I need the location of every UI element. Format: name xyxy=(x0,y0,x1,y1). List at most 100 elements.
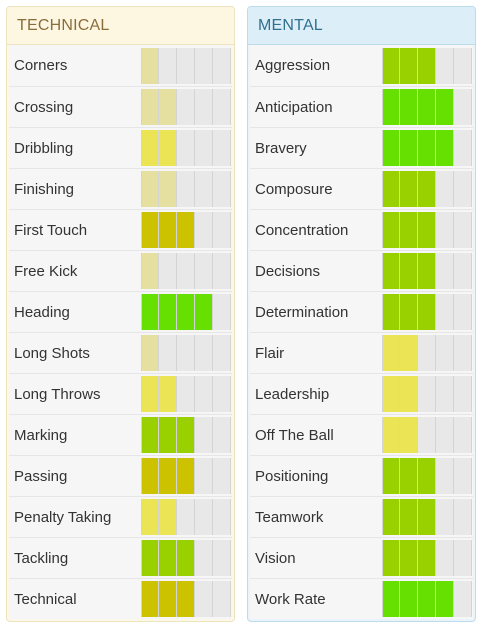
rating-segment-filled xyxy=(141,171,159,207)
mental-attribute-list: Aggression Anticipation Bravery Composure Co… xyxy=(248,45,475,619)
rating-segment-empty xyxy=(213,376,231,412)
technical-panel-title: TECHNICAL xyxy=(7,7,234,45)
attribute-rating-bar xyxy=(141,89,231,125)
attribute-rating-bar xyxy=(382,417,472,453)
rating-segment-empty xyxy=(213,294,231,330)
rating-segment-filled xyxy=(400,458,418,494)
rating-segment-filled xyxy=(141,212,159,248)
rating-segment-filled xyxy=(177,417,195,453)
attribute-name: Leadership xyxy=(255,385,330,403)
rating-segment-filled xyxy=(141,47,159,84)
attribute-rating-bar xyxy=(382,335,472,371)
rating-segment-filled xyxy=(159,417,177,453)
rating-segment-empty xyxy=(454,171,472,207)
attribute-name: Technical xyxy=(14,590,77,608)
attribute-row: Long Throws xyxy=(9,373,232,414)
attribute-name: Determination xyxy=(255,303,349,321)
rating-segment-filled xyxy=(159,581,177,617)
rating-segment-filled xyxy=(400,376,418,412)
rating-segment-filled xyxy=(382,130,400,166)
attribute-name: Long Throws xyxy=(14,385,101,403)
attribute-name: Marking xyxy=(14,426,68,444)
attribute-rating-bar xyxy=(382,212,472,248)
rating-segment-empty xyxy=(436,47,454,84)
attribute-row: Off The Ball xyxy=(250,414,473,455)
attribute-row: Finishing xyxy=(9,168,232,209)
rating-segment-empty xyxy=(177,253,195,289)
attribute-name: Flair xyxy=(255,344,285,362)
rating-segment-filled xyxy=(400,47,418,84)
rating-segment-empty xyxy=(195,47,213,84)
rating-segment-filled xyxy=(141,294,159,330)
rating-segment-filled xyxy=(159,212,177,248)
attribute-row: Dribbling xyxy=(9,127,232,168)
rating-segment-empty xyxy=(213,130,231,166)
attribute-name: Dribbling xyxy=(14,139,74,157)
rating-segment-empty xyxy=(454,253,472,289)
rating-segment-empty xyxy=(195,499,213,535)
rating-segment-empty xyxy=(195,89,213,125)
attribute-row: Concentration xyxy=(250,209,473,250)
attribute-rating-bar xyxy=(382,540,472,576)
attribute-row: Aggression xyxy=(250,45,473,86)
attribute-name: Crossing xyxy=(14,98,74,116)
rating-segment-empty xyxy=(213,212,231,248)
rating-segment-empty xyxy=(195,458,213,494)
rating-segment-empty xyxy=(454,540,472,576)
rating-segment-empty xyxy=(213,335,231,371)
rating-segment-filled xyxy=(418,253,436,289)
attribute-row: Heading xyxy=(9,291,232,332)
rating-segment-empty xyxy=(454,417,472,453)
attribute-rating-bar xyxy=(382,458,472,494)
attribute-row: Teamwork xyxy=(250,496,473,537)
attribute-name: Work Rate xyxy=(255,590,326,608)
rating-segment-filled xyxy=(177,540,195,576)
rating-segment-empty xyxy=(213,253,231,289)
rating-segment-filled xyxy=(382,47,400,84)
rating-segment-empty xyxy=(436,171,454,207)
rating-segment-empty xyxy=(418,376,436,412)
rating-segment-empty xyxy=(195,130,213,166)
attribute-row: Long Shots xyxy=(9,332,232,373)
attribute-rating-bar xyxy=(382,47,472,84)
rating-segment-empty xyxy=(436,376,454,412)
rating-segment-empty xyxy=(177,499,195,535)
attribute-row: Tackling xyxy=(9,537,232,578)
rating-segment-filled xyxy=(436,130,454,166)
attribute-rating-bar xyxy=(382,171,472,207)
rating-segment-filled xyxy=(141,581,159,617)
attribute-row: Leadership xyxy=(250,373,473,414)
rating-segment-filled xyxy=(400,253,418,289)
attribute-row: Bravery xyxy=(250,127,473,168)
rating-segment-filled xyxy=(382,253,400,289)
rating-segment-filled xyxy=(177,581,195,617)
rating-segment-filled xyxy=(400,89,418,125)
attribute-rating-bar xyxy=(141,212,231,248)
attribute-rating-bar xyxy=(141,376,231,412)
attribute-rating-bar xyxy=(382,581,472,617)
rating-segment-filled xyxy=(382,294,400,330)
rating-segment-empty xyxy=(177,171,195,207)
rating-segment-filled xyxy=(400,130,418,166)
rating-segment-empty xyxy=(213,581,231,617)
attribute-name: Finishing xyxy=(14,180,75,198)
rating-segment-empty xyxy=(454,335,472,371)
mental-panel-title: MENTAL xyxy=(248,7,475,45)
attribute-row: Work Rate xyxy=(250,578,473,619)
rating-segment-filled xyxy=(400,212,418,248)
attribute-row: Crossing xyxy=(9,86,232,127)
rating-segment-empty xyxy=(454,458,472,494)
rating-segment-empty xyxy=(195,335,213,371)
attribute-name: Passing xyxy=(14,467,68,485)
rating-segment-filled xyxy=(418,540,436,576)
attribute-name: Free Kick xyxy=(14,262,78,280)
attribute-row: Free Kick xyxy=(9,250,232,291)
attribute-name: Composure xyxy=(255,180,333,198)
rating-segment-empty xyxy=(418,417,436,453)
mental-panel: MENTAL Aggression Anticipation Bravery Comp… xyxy=(247,6,476,622)
attribute-name: Penalty Taking xyxy=(14,508,112,526)
attribute-name: Long Shots xyxy=(14,344,90,362)
rating-segment-filled xyxy=(400,335,418,371)
attribute-rating-bar xyxy=(382,376,472,412)
attribute-name: Anticipation xyxy=(255,98,333,116)
